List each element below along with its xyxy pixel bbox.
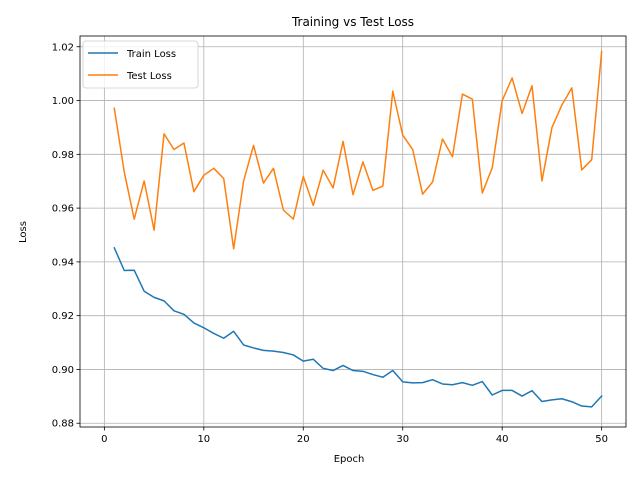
legend-label-train-loss: Train Loss	[126, 49, 176, 60]
x-tick-label: 40	[496, 434, 509, 445]
y-tick-label: 1.02	[52, 42, 74, 53]
x-tick-label: 20	[297, 434, 310, 445]
x-tick-label: 0	[101, 434, 107, 445]
x-tick-label: 30	[396, 434, 409, 445]
legend: Train Loss Test Loss	[82, 40, 199, 89]
x-tick-label: 50	[595, 434, 608, 445]
y-tick-label: 0.88	[52, 419, 74, 430]
series-line-train-loss	[113, 246, 603, 408]
y-tick-label: 0.90	[52, 365, 74, 376]
y-tick-label: 0.94	[52, 257, 74, 268]
x-axis-ticks: 0 10 20 30 40 50	[101, 427, 608, 445]
y-axis-ticks: 0.88 0.90 0.92 0.94 0.96 0.98 1.00 1.02	[52, 42, 80, 430]
legend-label-test-loss: Test Loss	[126, 71, 172, 82]
y-tick-label: 0.92	[52, 311, 74, 322]
x-axis-label: Epoch	[334, 454, 365, 465]
x-tick-label: 10	[197, 434, 210, 445]
series-line-test-loss	[113, 50, 603, 250]
series-lines	[113, 50, 603, 408]
grid	[80, 36, 626, 427]
y-tick-label: 0.96	[52, 204, 74, 215]
chart-title: Training vs Test Loss	[291, 15, 414, 29]
y-tick-label: 1.00	[52, 96, 74, 107]
plot-frame	[79, 35, 627, 428]
y-tick-label: 0.98	[52, 150, 74, 161]
y-axis-label: Loss	[18, 221, 29, 243]
